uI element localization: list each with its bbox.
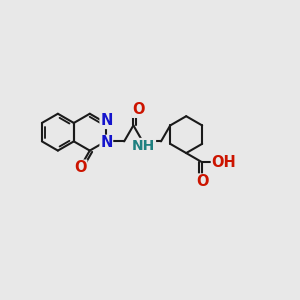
Text: NH: NH [132, 139, 155, 152]
Text: O: O [74, 160, 87, 175]
Text: N: N [100, 135, 112, 150]
Text: O: O [132, 102, 145, 117]
Text: N: N [100, 113, 112, 128]
Text: O: O [196, 174, 208, 189]
Text: OH: OH [212, 155, 236, 170]
